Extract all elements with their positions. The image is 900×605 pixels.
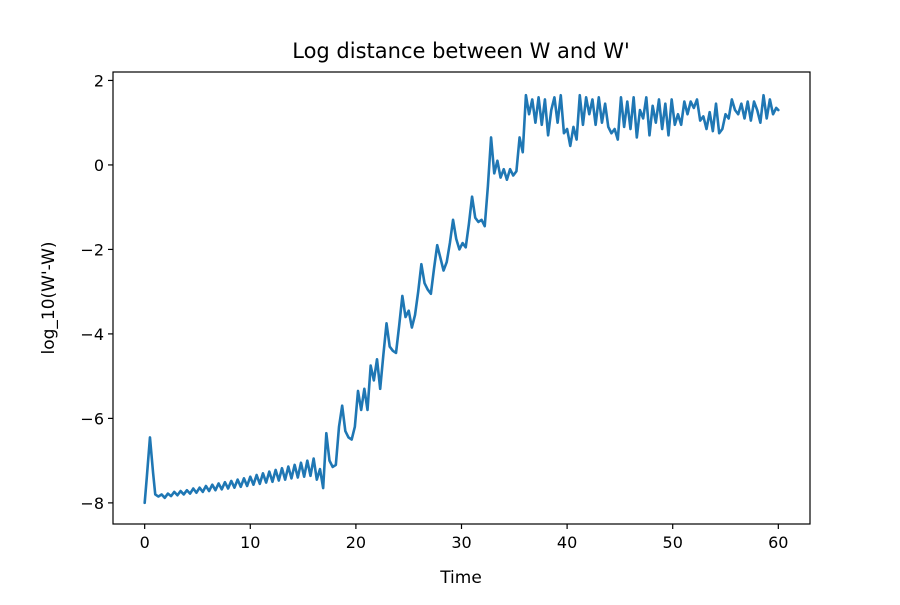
x-tick-label: 50	[663, 533, 683, 552]
y-tick-label: 2	[94, 71, 104, 90]
plot-area: 0 10 20 30 40 50 60 −8 −6 −4 −2 0 2	[80, 71, 811, 552]
y-tick-label: 0	[94, 156, 104, 175]
y-axis-label: log_10(W'-W)	[39, 241, 59, 354]
x-tick-label: 20	[346, 533, 366, 552]
x-tick-label: 40	[557, 533, 577, 552]
y-tick-label: −8	[80, 494, 104, 513]
x-tick-label: 30	[451, 533, 471, 552]
y-tick-label: −4	[80, 325, 104, 344]
x-tick-label: 0	[140, 533, 150, 552]
chart-title: Log distance between W and W'	[292, 39, 630, 63]
x-tick-label: 10	[240, 533, 260, 552]
y-tick-label: −2	[80, 240, 104, 259]
x-axis-label: Time	[439, 568, 482, 588]
y-tick-label: −6	[80, 409, 104, 428]
series-line-0	[143, 93, 780, 505]
x-tick-label: 60	[768, 533, 788, 552]
